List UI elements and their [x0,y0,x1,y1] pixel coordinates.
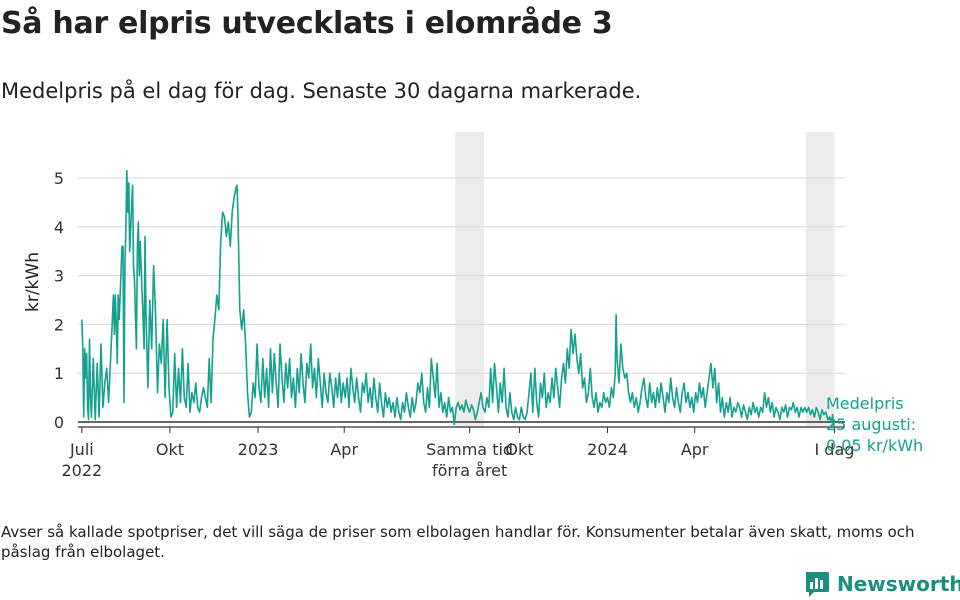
highlight-band-1 [455,132,485,428]
highlight-bands [455,132,835,428]
y-tick-label: 0 [54,413,64,432]
x-tick-label: Apr [681,440,709,459]
y-tick-label: 3 [54,267,64,286]
x-tick-label: Apr [330,440,358,459]
grid-lines [78,177,845,428]
x-tick-label: Juli [69,440,94,459]
annotation-line: 0,05 kr/kWh [826,436,923,455]
x-axis-ticks: Juli 2022 Okt 2023 Apr Samma tid förra året Okt… [61,427,854,480]
page-title: Så har elpris utvecklats i elområde 3 [1,6,613,41]
x-tick-label: 2023 [238,440,279,459]
x-tick-label: Samma tid [426,440,513,459]
annotation-line: Medelpris [826,394,904,413]
footnote: Avser så kallade spotpriser, det vill sä… [1,523,915,561]
x-tick-sublabel: 2022 [61,461,102,480]
bar-chart-logo-icon [806,572,829,597]
y-axis-label: kr/kWh [23,252,43,312]
y-tick-label: 5 [54,169,64,188]
x-tick-label: I dag [815,440,855,459]
y-axis-ticks: 0 1 2 3 4 5 [54,169,64,432]
x-tick-label: 2024 [587,440,628,459]
x-tick-sublabel: förra året [432,461,507,480]
newsworthy-logo: Newsworthy [804,568,960,600]
brand-name: Newsworthy [837,572,960,596]
latest-price-annotation: Medelpris 25 augusti: 0,05 kr/kWh [826,394,923,455]
y-tick-label: 1 [54,364,64,383]
y-tick-label: 2 [54,315,64,334]
chart-subtitle: Medelpris på el dag för dag. Senaste 30 … [1,79,642,103]
price-chart: 0 1 2 3 4 5 Juli 2022 Okt 2023 Apr Samma tid förra … [23,132,923,480]
annotation-line: 25 augusti: [826,415,916,434]
y-tick-label: 4 [54,218,64,237]
price-series-line [81,169,836,428]
x-tick-label: Okt [156,440,184,459]
x-tick-label: Okt [505,440,533,459]
highlight-band-2 [805,132,835,428]
